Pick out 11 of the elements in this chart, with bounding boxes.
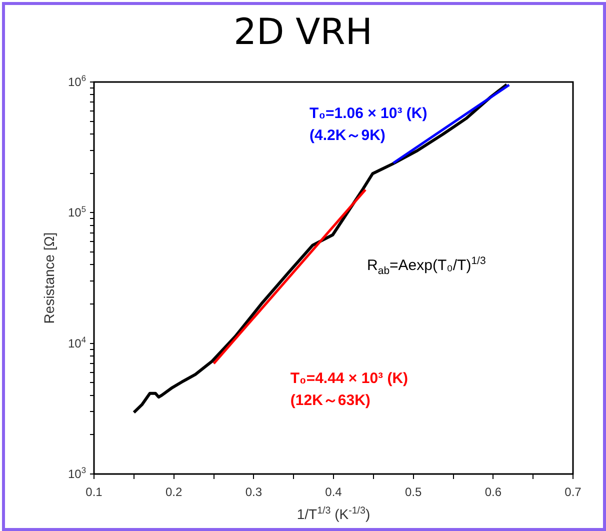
x-tick-label: 0.1 (86, 485, 103, 499)
chart-title: 2D VRH (232, 12, 374, 53)
text: T₀=4.44 × 10³ (K) (12K～63K) (290, 370, 408, 410)
x-tick-label: 0.4 (325, 485, 342, 499)
y-axis-title: Resistance [Ω] (41, 232, 57, 324)
x-tick-label: 0.2 (165, 485, 182, 499)
x-tick-label: 0.5 (404, 485, 422, 499)
x-tick-label: 0.6 (484, 485, 502, 499)
x-tick-label: 0.7 (564, 485, 582, 499)
x-tick-label: 0.3 (245, 485, 262, 499)
series-label: T₀=1.06 × 10³ (K) (4.2K～9K) (310, 104, 428, 144)
